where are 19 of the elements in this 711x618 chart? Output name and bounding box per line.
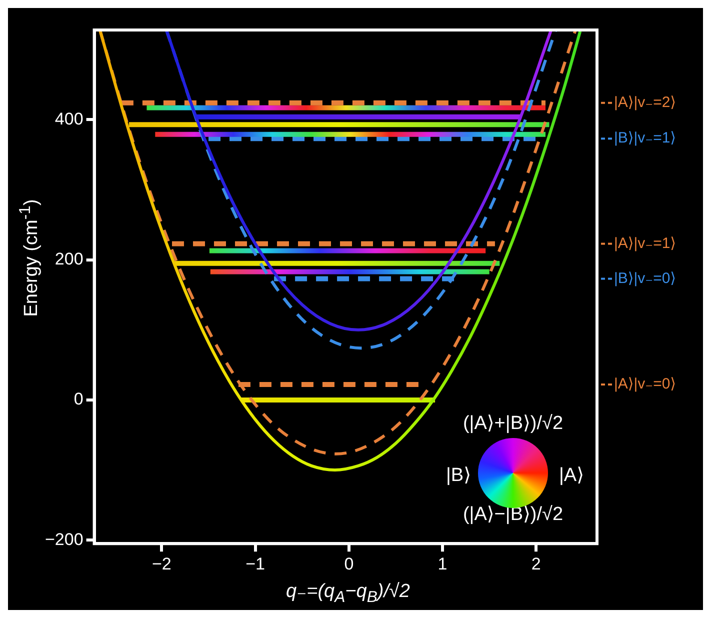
x-tick-label: 1 [438,554,448,574]
x-tick-label: −2 [152,554,172,574]
x-tick-label: −1 [246,554,266,574]
annotation: (|A⟩−|B⟩)/√2 [462,503,564,526]
annotation: (|A⟩+|B⟩)/√2 [462,412,564,435]
legend-label: |B⟩|v₋=0⟩ [614,270,676,287]
x-axis-title: q₋=(q$_{A}$−q$_{B}$)/√2 [286,580,410,607]
y-tick-label: 400 [54,109,84,128]
annotation: |B⟩ [446,464,472,487]
y-tick-label: 200 [54,250,84,269]
x-tick-label: 2 [531,554,541,574]
legend-label: |A⟩|v₋=1⟩ [614,234,676,252]
y-tick-label: 0 [74,390,84,409]
legend-label: |A⟩|v₋=0⟩ [614,376,676,393]
legend-label: |B⟩|v₋=1⟩ [614,130,676,147]
y-tick-label: −200 [44,530,84,549]
legend-label: |A⟩|v₋=2⟩ [614,94,676,112]
annotation: |A⟩ [559,464,584,487]
x-tick-label: 0 [344,554,354,574]
